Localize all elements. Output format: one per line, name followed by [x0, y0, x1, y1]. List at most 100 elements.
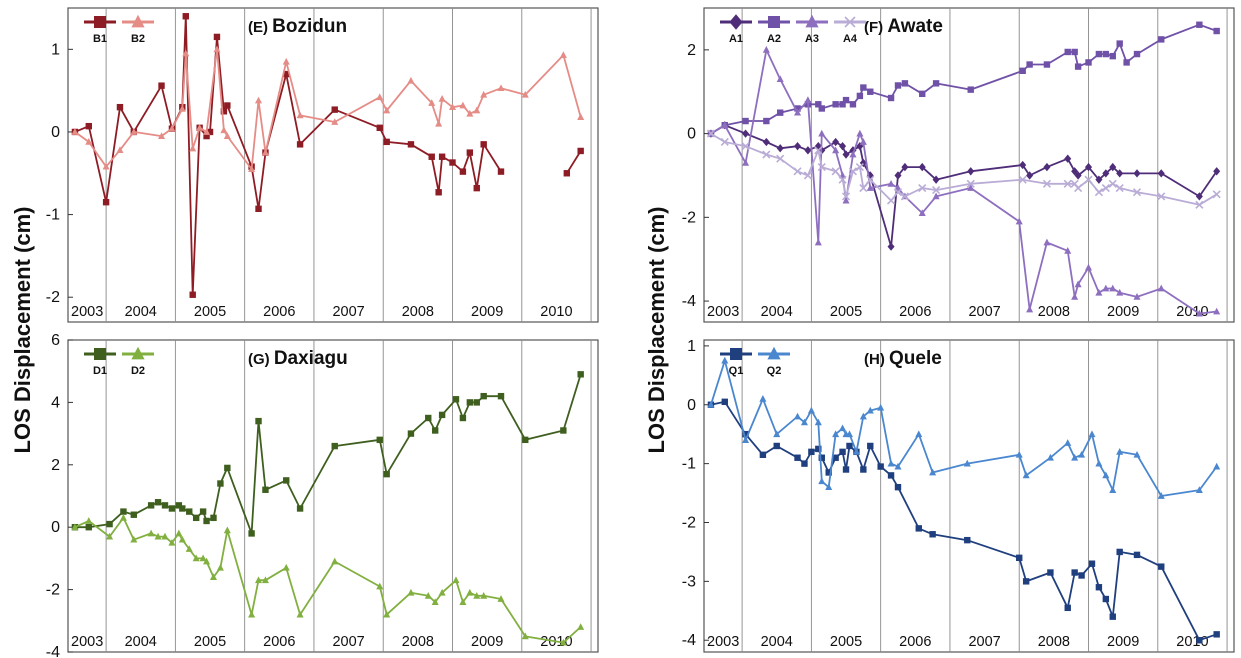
series-d2-point — [119, 514, 127, 521]
series-q2-point — [794, 412, 802, 420]
series-q2-point — [1088, 430, 1096, 438]
series-a2-point — [967, 86, 974, 93]
series-a2-point — [839, 101, 846, 108]
series-q1-point — [1196, 637, 1203, 644]
series-b1-point — [563, 170, 571, 177]
series-a4-point-stroke-b — [706, 129, 715, 138]
legend-label-b1: B1 — [93, 33, 107, 45]
panel-g-year-label: 2005 — [194, 634, 226, 650]
series-a2-point — [1158, 36, 1165, 43]
series-q1-point — [1016, 554, 1023, 562]
panel-h-year-label: 2010 — [1176, 634, 1208, 650]
legend-marker-a4-stroke-b — [844, 16, 856, 28]
series-b1-point — [182, 13, 189, 20]
series-d2-point — [178, 535, 186, 543]
series-q1-point — [815, 445, 822, 453]
series-a1-point — [1084, 162, 1093, 172]
series-q2-point — [807, 406, 815, 414]
legend-label-a4: A4 — [843, 33, 858, 45]
series-a4-point-stroke-b — [1195, 200, 1204, 209]
series-b2 — [71, 45, 585, 173]
series-b2-point — [261, 148, 269, 156]
series-a4-point-stroke-b — [1084, 175, 1093, 184]
series-d1-point — [407, 430, 415, 437]
panel-h-frame — [703, 339, 1235, 653]
series-b1-point — [203, 132, 210, 140]
series-d2-point — [577, 623, 585, 630]
panel-f-y-tick-label: 0 — [687, 126, 696, 143]
series-q1-point — [867, 442, 874, 450]
legend-marker-b2 — [131, 14, 145, 28]
series-d1-point — [425, 414, 432, 422]
series-q2-point — [1133, 450, 1141, 458]
series-b1-point — [296, 141, 304, 148]
series-a3-point — [887, 180, 895, 187]
legend-marker-a4 — [844, 16, 856, 28]
series-a4-point — [1108, 179, 1117, 188]
panel-g-y-tick-label: 0 — [51, 519, 60, 536]
panel-f-title: (F) Awate — [864, 16, 943, 37]
series-a4-point-stroke-b — [741, 142, 750, 151]
series-a4-point — [831, 167, 840, 176]
panel-h: 2003 2004 2005 2006 2007 2008 2009 2010 1 0 -1 -2 -3… — [682, 338, 1235, 653]
panel-h-year-label: 2009 — [1107, 634, 1139, 650]
series-q1-point — [1047, 569, 1054, 576]
panel-f-legend: A1 A2 A3 A4 — [720, 14, 866, 45]
series-a3-point — [776, 75, 784, 83]
series-a4-point — [1042, 179, 1052, 188]
series-a3-point — [967, 184, 975, 191]
series-b2-point — [438, 95, 446, 102]
series-q2-point — [814, 418, 822, 426]
series-d1-point — [383, 470, 390, 478]
series-a4-point — [720, 137, 729, 147]
series-a4-point — [814, 146, 823, 155]
legend-label-q1: Q1 — [729, 365, 744, 377]
series-b2-point — [182, 49, 190, 57]
series-a3-point — [1195, 309, 1203, 317]
series-a2-point — [1109, 52, 1116, 60]
legend-label-b2: B2 — [131, 33, 145, 45]
series-a3-point — [1116, 288, 1124, 296]
series-d2-point — [85, 517, 93, 524]
panel-g-y-tick-label: -4 — [46, 644, 60, 658]
series-d2-point — [168, 538, 176, 546]
legend-label-q2: Q2 — [767, 365, 782, 377]
series-a4-point — [706, 129, 715, 138]
panel-e-year-label: 2008 — [402, 304, 434, 320]
panel-e-title: (E) Bozidun — [248, 16, 347, 37]
series-d1-point — [480, 392, 487, 400]
series-a4-point — [1157, 192, 1166, 201]
series-b2-point — [220, 126, 228, 134]
series-b2-point — [376, 93, 384, 101]
panel-g-legend: D1 D2 — [84, 346, 154, 377]
panel-e-year-label: 2006 — [263, 304, 295, 320]
series-q1-point — [1133, 551, 1141, 559]
series-a1-point — [832, 137, 840, 147]
series-q2-point — [1046, 453, 1054, 461]
series-a4-point — [793, 167, 802, 176]
series-a2-point — [856, 92, 864, 100]
series-a1-point — [839, 142, 847, 151]
series-a2-point — [1064, 48, 1071, 56]
series-a4-point-stroke-b — [814, 146, 823, 155]
series-a2-point — [887, 94, 895, 102]
series-a4-point-stroke-b — [893, 188, 903, 197]
panel-f-year-label: 2005 — [830, 304, 862, 320]
panel-h-y-tick-label: -3 — [682, 573, 696, 590]
series-a4-point — [1195, 200, 1204, 209]
panel-g-plot-area — [71, 371, 585, 646]
series-a1-point — [1116, 169, 1124, 178]
series-d2-point — [497, 595, 505, 602]
series-a4-point — [776, 154, 785, 163]
series-a4-point-stroke-b — [966, 179, 975, 188]
series-a1-point — [1109, 162, 1117, 172]
panel-f-year-label: 2004 — [761, 304, 793, 320]
panel-h-y-tick-label: 1 — [687, 338, 696, 355]
series-q1-point — [818, 454, 825, 461]
series-a2-point — [1043, 61, 1051, 68]
series-d1-point — [522, 436, 529, 444]
series-a4-point — [859, 183, 868, 193]
series-b2-point — [428, 99, 436, 106]
series-a3-point — [842, 196, 850, 204]
series-a1-point — [918, 162, 926, 172]
